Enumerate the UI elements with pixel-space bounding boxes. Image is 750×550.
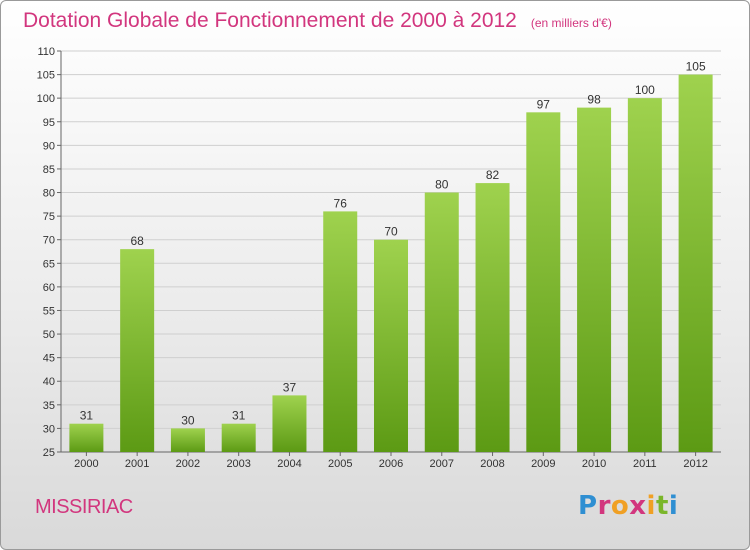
chart-title: Dotation Globale de Fonctionnement de 20… bbox=[23, 9, 517, 32]
x-tick-label: 2003 bbox=[226, 458, 250, 470]
data-label: 80 bbox=[435, 178, 449, 192]
data-label: 68 bbox=[130, 234, 144, 248]
x-tick-label: 2006 bbox=[379, 458, 403, 470]
data-label: 100 bbox=[635, 83, 655, 97]
y-tick-label: 50 bbox=[43, 329, 55, 341]
x-tick-label: 2010 bbox=[582, 458, 606, 470]
y-tick-label: 75 bbox=[43, 211, 55, 223]
y-tick-label: 25 bbox=[43, 447, 55, 459]
x-tick-label: 2005 bbox=[328, 458, 352, 470]
data-label: 76 bbox=[334, 196, 348, 210]
y-tick-label: 45 bbox=[43, 353, 55, 365]
bar-2001 bbox=[120, 249, 155, 452]
x-tick-label: 2009 bbox=[531, 458, 555, 470]
data-label: 30 bbox=[181, 413, 195, 427]
bar-2008 bbox=[475, 183, 510, 452]
data-label: 82 bbox=[486, 168, 500, 182]
bar-2004 bbox=[272, 395, 307, 452]
bar-2006 bbox=[374, 239, 408, 452]
bar-2003 bbox=[221, 423, 256, 452]
y-tick-label: 30 bbox=[43, 423, 55, 435]
bar-2007 bbox=[424, 192, 459, 452]
data-label: 37 bbox=[283, 380, 297, 394]
y-tick-label: 55 bbox=[43, 305, 55, 317]
bar-2010 bbox=[577, 107, 612, 453]
bars bbox=[69, 74, 713, 453]
bar-2005 bbox=[323, 211, 358, 452]
y-tick-label: 110 bbox=[37, 46, 55, 58]
y-tick-label: 80 bbox=[43, 188, 55, 200]
y-tick-label: 70 bbox=[43, 235, 55, 247]
y-tick-label: 35 bbox=[43, 400, 55, 412]
data-label: 70 bbox=[384, 225, 398, 239]
proxiti-logo: Proxiti bbox=[578, 491, 679, 521]
x-tick-label: 2001 bbox=[125, 458, 149, 470]
x-tick-label: 2011 bbox=[633, 458, 657, 470]
x-tick-label: 2000 bbox=[74, 458, 98, 470]
y-tick-label: 95 bbox=[43, 117, 55, 129]
labels: 2000 31 2001 68 2002 30 2003 31 2004 37 2005 76 2006… bbox=[74, 60, 708, 470]
bar-2012 bbox=[678, 74, 713, 453]
y-tick-label: 60 bbox=[43, 282, 55, 294]
data-label: 31 bbox=[80, 409, 94, 423]
x-tick-label: 2002 bbox=[176, 458, 200, 470]
data-label: 97 bbox=[537, 97, 551, 111]
bar-2002 bbox=[170, 428, 205, 452]
x-tick-label: 2008 bbox=[480, 458, 504, 470]
y-tick-label: 85 bbox=[43, 164, 55, 176]
y-tick-label: 90 bbox=[43, 140, 55, 152]
data-label: 31 bbox=[232, 409, 246, 423]
x-tick-label: 2007 bbox=[430, 458, 454, 470]
y-tick-label: 65 bbox=[43, 258, 55, 270]
y-tick-label: 40 bbox=[43, 376, 55, 388]
commune-name: MISSIRIAC bbox=[35, 496, 133, 518]
data-label: 98 bbox=[587, 93, 601, 107]
bar-2011 bbox=[627, 98, 662, 453]
bar-2009 bbox=[526, 112, 561, 453]
x-tick-label: 2012 bbox=[683, 458, 707, 470]
x-tick-label: 2004 bbox=[277, 458, 301, 470]
y-tick-label: 100 bbox=[37, 93, 55, 105]
chart-header: Dotation Globale de Fonctionnement de 20… bbox=[23, 9, 612, 33]
data-label: 105 bbox=[686, 60, 706, 74]
y-tick-label: 105 bbox=[37, 70, 55, 82]
bar-2000 bbox=[69, 423, 104, 452]
chart-subtitle: (en milliers d'€) bbox=[530, 16, 612, 30]
